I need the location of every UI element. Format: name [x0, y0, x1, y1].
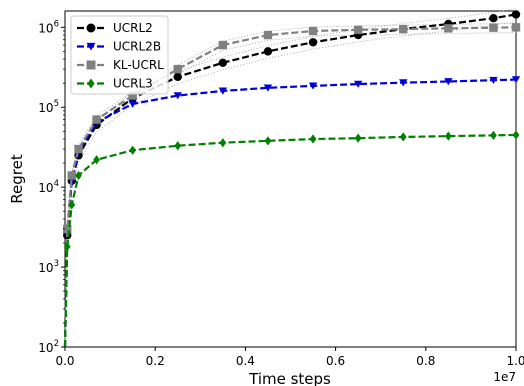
data-point-ucrl3: [354, 133, 362, 143]
confidence-band: [64, 32, 517, 348]
data-point-ucrl2b: [399, 79, 408, 87]
data-point-ucrl2: [218, 58, 228, 67]
data-point-ucrl3: [93, 155, 100, 165]
y-tick-label: 105: [38, 99, 59, 115]
data-point-ucrl3: [219, 138, 227, 148]
series-ucrl2b: [63, 76, 521, 348]
x-tick-label: 0.2: [146, 354, 165, 368]
data-point-kl-ucrl: [92, 115, 101, 124]
data-point-ucrl3: [264, 136, 272, 146]
data-point-ucrl2b: [173, 92, 182, 100]
y-tick-label: 104: [38, 179, 59, 195]
data-point-kl-ucrl: [308, 26, 318, 36]
data-point-ucrl2b: [218, 87, 228, 95]
y-axis-title: Regret: [8, 154, 26, 204]
data-point-kl-ucrl: [263, 30, 273, 40]
data-point-kl-ucrl: [399, 24, 408, 34]
legend-label: UCRL2B: [113, 40, 161, 54]
x-axis-offset-label: 1e7: [493, 370, 516, 384]
x-tick-label: 0.6: [326, 354, 345, 368]
data-point-kl-ucrl: [67, 171, 76, 180]
legend-entry-ucrl3: UCRL3: [77, 77, 153, 91]
legend-label: UCRL2: [113, 21, 153, 35]
series-ucrl3: [63, 130, 520, 348]
data-point-ucrl2b: [489, 76, 498, 84]
data-point-ucrl3: [63, 242, 71, 252]
legend-box: [70, 15, 169, 95]
data-point-ucrl2b: [444, 78, 453, 86]
data-point-kl-ucrl: [63, 224, 72, 234]
data-point-kl-ucrl: [511, 23, 521, 32]
data-point-ucrl3: [174, 141, 182, 151]
legend-label: KL-UCRL: [113, 58, 164, 72]
series-kl-ucrl: [63, 23, 521, 348]
data-point-ucrl2: [308, 38, 318, 47]
data-point-kl-ucrl: [218, 40, 228, 50]
data-point-ucrl2: [511, 10, 521, 19]
legend-entry-ucrl2: UCRL2: [77, 21, 153, 35]
data-point-ucrl3: [75, 170, 82, 181]
x-tick-label: 1.0: [506, 354, 524, 368]
legend-marker: [86, 60, 96, 70]
series-line-ucrl2b: [63, 78, 517, 348]
x-tick-label: 0.4: [236, 354, 255, 368]
axes-layer: 0.0 0.2 0.4 0.6 0.8 1.0 102 103 104 105 106: [38, 19, 524, 368]
legend-marker: [87, 78, 95, 89]
data-point-ucrl2b: [308, 82, 318, 90]
data-point-kl-ucrl: [128, 91, 137, 100]
data-point-ucrl3: [490, 130, 497, 140]
y-tick-label: 103: [38, 259, 59, 275]
data-point-kl-ucrl: [353, 25, 363, 35]
data-point-kl-ucrl: [173, 64, 182, 74]
data-point-ucrl2b: [263, 84, 273, 92]
legend-marker: [86, 23, 96, 33]
y-tick-label: 106: [38, 19, 59, 35]
legend-entry-ucrl2b: UCRL2B: [77, 40, 161, 54]
data-point-ucrl3: [512, 130, 520, 140]
data-point-kl-ucrl: [444, 24, 453, 33]
x-tick-label: 0.0: [55, 354, 74, 368]
data-point-ucrl2b: [128, 100, 137, 108]
x-tick-label: 0.8: [416, 354, 435, 368]
data-point-ucrl2b: [511, 76, 521, 84]
plot-frame: [64, 10, 517, 348]
data-point-ucrl2b: [353, 80, 363, 88]
data-point-ucrl3: [129, 145, 137, 155]
legend-label: UCRL3: [113, 77, 153, 91]
data-point-ucrl2: [263, 47, 273, 56]
legend: UCRL2 UCRL2B KL-UCRL UCRL3: [70, 15, 169, 95]
legend-marker: [86, 42, 96, 51]
data-point-kl-ucrl: [74, 144, 83, 154]
data-point-kl-ucrl: [489, 23, 498, 32]
x-axis-title: Time steps: [248, 370, 331, 386]
data-point-ucrl2: [489, 14, 498, 23]
data-point-ucrl3: [309, 134, 317, 144]
y-tick-label: 102: [38, 339, 59, 355]
legend-entry-kl-ucrl: KL-UCRL: [77, 58, 164, 72]
series-layer: [63, 10, 521, 348]
data-point-ucrl3: [399, 132, 407, 142]
data-point-ucrl3: [444, 131, 452, 141]
data-point-ucrl3: [68, 200, 76, 210]
series-line-ucrl3: [63, 133, 517, 348]
data-point-ucrl2: [173, 72, 182, 82]
